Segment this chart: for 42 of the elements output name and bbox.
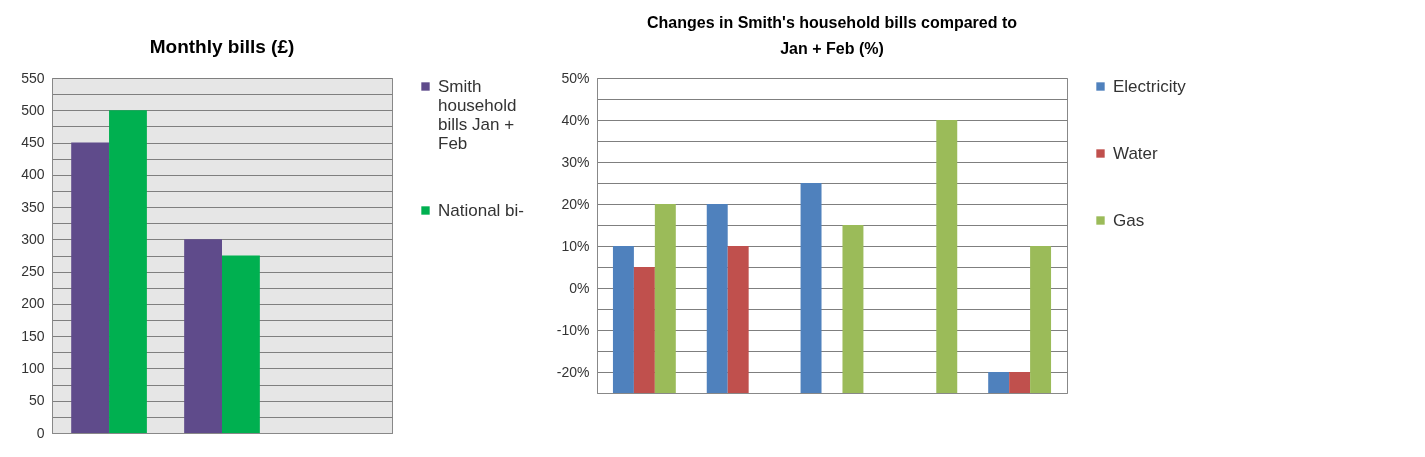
y-tick-label: 400 xyxy=(21,166,45,183)
y-tick-label: -20% xyxy=(556,363,590,380)
chart-title: Monthly bills (£) xyxy=(149,36,295,57)
bar xyxy=(1030,246,1052,393)
y-tick-label: 40% xyxy=(561,111,590,128)
bar xyxy=(800,183,822,393)
legend-label: National bi- xyxy=(438,200,524,220)
y-tick-label: 300 xyxy=(21,230,45,247)
y-tick-label: 30% xyxy=(561,153,590,170)
bar xyxy=(71,142,110,433)
chart-title: Changes in Smith's household bills compared to Jan + Feb (%) xyxy=(646,14,1018,57)
y-tick-label: 50% xyxy=(561,69,590,86)
bar xyxy=(988,372,1010,393)
legend-label: Electricity xyxy=(1113,76,1187,96)
bar xyxy=(842,225,864,393)
y-tick-label: 550 xyxy=(21,69,45,86)
y-tick-label: 350 xyxy=(21,198,45,215)
legend-label: Smith household bills Jan + Feb xyxy=(438,76,517,153)
bar xyxy=(727,246,749,393)
y-tick-label: 500 xyxy=(21,101,45,118)
y-tick-label: 20% xyxy=(561,195,590,212)
y-tick-label: 450 xyxy=(21,134,45,151)
bar xyxy=(654,204,676,393)
bar xyxy=(612,246,634,393)
y-tick-label: 0% xyxy=(569,279,590,296)
y-tick-label: 200 xyxy=(21,295,45,312)
y-tick-label: 150 xyxy=(21,327,45,344)
bar xyxy=(1009,372,1031,393)
bar xyxy=(633,267,655,393)
bar xyxy=(936,120,958,393)
y-tick-label: 50 xyxy=(28,392,45,409)
legend-label: Water xyxy=(1113,143,1159,163)
legend-label: Gas xyxy=(1113,210,1145,230)
bar xyxy=(184,239,222,433)
bar xyxy=(222,255,260,433)
bar xyxy=(706,204,728,393)
y-tick-label: 10% xyxy=(561,237,590,254)
y-tick-label: 100 xyxy=(21,359,45,376)
y-tick-label: 250 xyxy=(21,263,45,280)
y-tick-label: -10% xyxy=(556,321,590,338)
bar xyxy=(109,110,147,433)
y-tick-label: 0 xyxy=(36,424,45,441)
